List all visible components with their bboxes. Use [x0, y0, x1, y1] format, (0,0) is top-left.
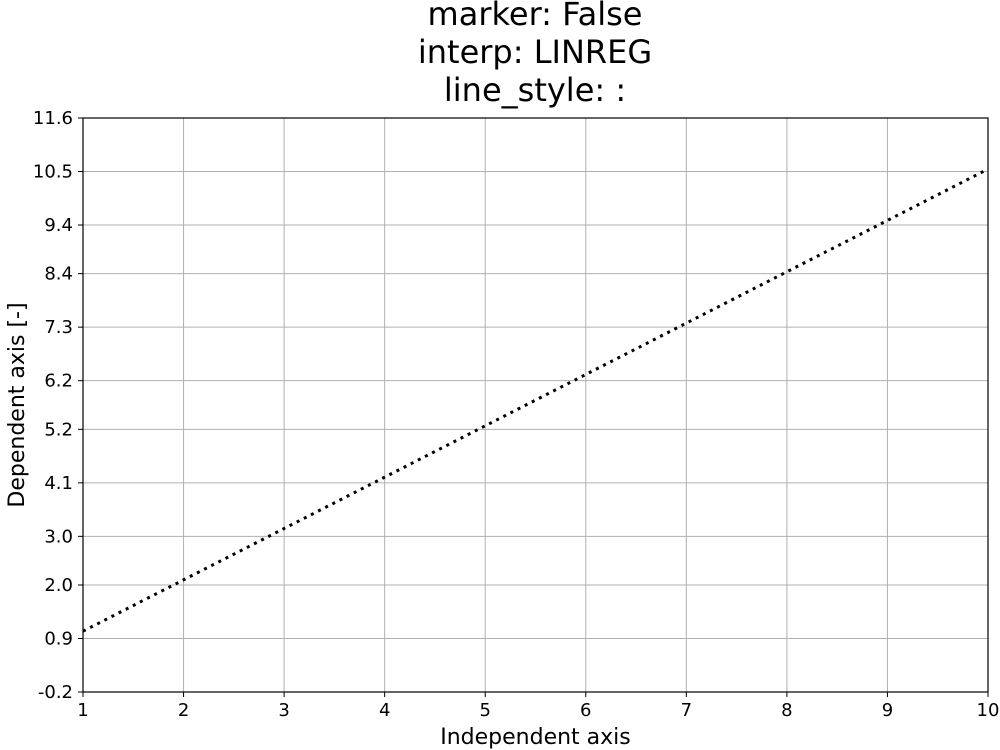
y-tick-label: -0.2	[38, 682, 73, 703]
x-ticks: 1 2 3 4 5 6 7 8 9 10	[77, 692, 999, 721]
plot-area-frame	[82, 117, 989, 693]
y-tick-label: 11.6	[33, 108, 73, 129]
x-tick-label: 1	[77, 700, 88, 721]
y-tick-label: 9.4	[44, 215, 73, 236]
x-tick-label: 8	[781, 700, 792, 721]
y-tick-label: 6.2	[44, 371, 73, 392]
y-tick-label: 2.0	[44, 575, 73, 596]
x-tick-label: 5	[479, 700, 490, 721]
chart-title-line: interp: LINREG	[418, 33, 652, 71]
x-tick-label: 2	[178, 700, 189, 721]
series-group	[82, 167, 989, 633]
x-tick-label: 7	[681, 700, 692, 721]
y-tick-label: 10.5	[33, 162, 73, 183]
x-tick-label: 10	[977, 700, 1000, 721]
chart-title-line: line_style: :	[444, 71, 626, 109]
y-tick-label: 0.9	[44, 628, 73, 649]
y-tick-label: 3.0	[44, 526, 73, 547]
x-tick-label: 6	[580, 700, 591, 721]
y-tick-label: 4.1	[44, 473, 73, 494]
x-axis-label: Independent axis	[440, 725, 631, 750]
y-ticks: -0.2 0.9 2.0 3.0 4.1 5.2 6.2 7.3 8.4 9.4 10.5 11.6	[33, 108, 83, 703]
y-tick-label: 7.3	[44, 317, 73, 338]
y-tick-label: 5.2	[44, 419, 73, 440]
y-axis-label: Dependent axis [-]	[5, 302, 30, 507]
chart-title-line: marker: False	[428, 0, 643, 33]
x-tick-label: 3	[278, 700, 289, 721]
x-tick-label: 4	[379, 700, 390, 721]
y-tick-label: 8.4	[44, 264, 73, 285]
x-tick-label: 9	[882, 700, 893, 721]
series-line	[82, 167, 989, 633]
grid	[82, 117, 989, 693]
